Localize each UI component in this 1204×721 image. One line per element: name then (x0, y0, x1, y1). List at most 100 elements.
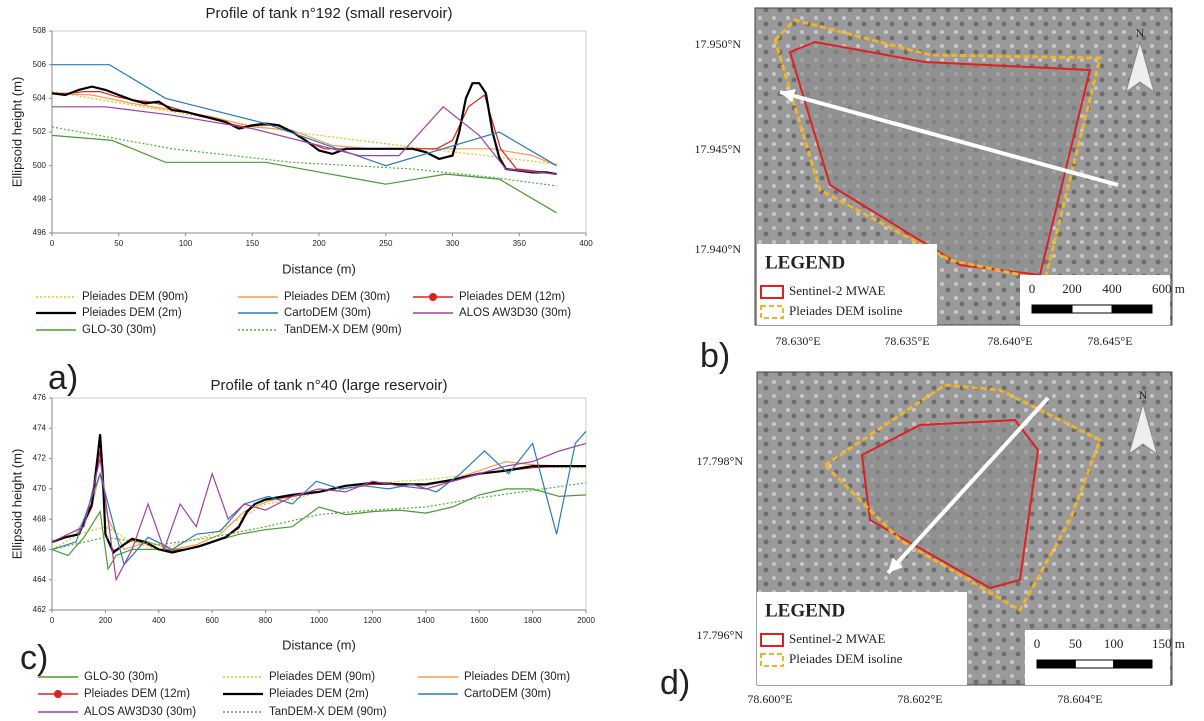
scale-label: 50 (1069, 636, 1082, 651)
panel-label: b) (700, 337, 730, 375)
arrow-head (780, 89, 796, 103)
x-tick-label: 200 (312, 239, 326, 248)
scale-box (1020, 275, 1170, 325)
y-tick-label: 502 (33, 127, 47, 136)
plot-area (51, 30, 587, 234)
legend-label: TanDEM-X DEM (90m) (284, 324, 402, 336)
lat-label: 17.796°N (697, 628, 744, 642)
profile-arrow (779, 90, 1119, 187)
series-line (51, 465, 586, 551)
y-tick-label: 506 (33, 60, 47, 69)
legend-title: LEGEND (765, 252, 845, 273)
legend-label: GLO-30 (30m) (82, 324, 156, 336)
y-tick-label: 498 (33, 194, 47, 203)
lat-label: 17.940°N (695, 242, 742, 256)
north-arrow (1128, 402, 1158, 456)
x-axis-label: Distance (m) (282, 637, 356, 652)
lon-label: 78.640°E (987, 334, 1032, 348)
scale-segment (1031, 304, 1073, 314)
lon-label: 78.635°E (884, 334, 929, 348)
chart-title: Profile of tank n°40 (large reservoir) (211, 377, 448, 394)
legend-label: TanDEM-X DEM (90m) (269, 706, 387, 718)
legend-label: Pleiades DEM (30m) (284, 291, 390, 303)
legend-label: Pleiades DEM (2m) (269, 688, 369, 700)
y-tick-label: 474 (33, 423, 47, 432)
series-line (51, 126, 557, 187)
north-label: N (1139, 388, 1148, 402)
y-tick-label: 462 (33, 605, 47, 614)
series-line (51, 82, 557, 176)
scale-label: 600 m (1152, 281, 1185, 296)
legend-label: ALOS AW3D30 (30m) (84, 706, 196, 718)
legend-label: Pleiades DEM (12m) (84, 688, 190, 700)
series-line (51, 442, 587, 582)
x-tick-label: 1400 (417, 616, 435, 625)
legend-label: Sentinel-2 MWAE (789, 631, 885, 646)
panel-label: a) (48, 359, 78, 397)
y-tick-label: 472 (33, 454, 47, 463)
series-line (51, 91, 557, 165)
x-tick-label: 600 (206, 616, 220, 625)
legend-label: GLO-30 (30m) (84, 671, 158, 683)
x-tick-label: 1800 (524, 616, 542, 625)
legend-title: LEGEND (765, 600, 845, 621)
x-tick-label: 0 (50, 616, 55, 625)
isoline (773, 18, 1102, 282)
scale-label: 400 (1102, 281, 1122, 296)
scale-segment (1036, 659, 1076, 669)
legend-label: Pleiades DEM (2m) (82, 307, 182, 319)
scale-box (1025, 630, 1170, 685)
x-tick-label: 300 (446, 239, 460, 248)
legend-label: Pleiades DEM isoline (789, 303, 903, 318)
legend-label: Pleiades DEM (90m) (269, 671, 375, 683)
panel-label: c) (20, 639, 48, 677)
scale-segment (1113, 659, 1153, 669)
y-tick-label: 504 (33, 93, 47, 102)
y-tick-label: 500 (33, 161, 47, 170)
north-arrow (1125, 40, 1155, 94)
series-line (51, 430, 587, 566)
x-tick-label: 150 (246, 239, 260, 248)
scale-label: 200 (1062, 281, 1082, 296)
panel-label: d) (660, 664, 690, 702)
legend-label: Pleiades DEM (30m) (464, 671, 570, 683)
y-tick-label: 470 (33, 484, 47, 493)
lat-label: 17.945°N (695, 142, 742, 156)
lon-label: 78.645°E (1087, 334, 1132, 348)
y-tick-label: 468 (33, 514, 47, 523)
legend-label: CartoDEM (30m) (284, 307, 371, 319)
legend-label: Sentinel-2 MWAE (789, 283, 885, 298)
lon-label: 78.602°E (897, 692, 942, 706)
lat-label: 17.798°N (697, 454, 744, 468)
x-tick-label: 100 (179, 239, 193, 248)
scale-segment (1074, 659, 1115, 669)
x-tick-label: 800 (259, 616, 273, 625)
y-tick-label: 496 (33, 228, 47, 237)
y-tick-label: 466 (33, 545, 47, 554)
x-tick-label: 1000 (310, 616, 328, 625)
scale-label: 150 m (1152, 636, 1185, 651)
series-line (52, 105, 557, 175)
scale-label: 0 (1034, 636, 1041, 651)
x-tick-label: 0 (50, 239, 55, 248)
legend-marker (429, 293, 437, 301)
y-tick-label: 476 (33, 393, 47, 402)
scale-segment (1071, 304, 1113, 314)
scale-label: 0 (1029, 281, 1036, 296)
y-tick-label: 464 (33, 575, 47, 584)
scale-label: 100 (1104, 636, 1124, 651)
x-tick-label: 2000 (577, 616, 595, 625)
legend-swatch (760, 285, 784, 299)
series-line (51, 488, 587, 571)
isoline (822, 383, 1102, 613)
series-line (51, 134, 557, 214)
lon-label: 78.604°E (1057, 692, 1102, 706)
legend-label: Pleiades DEM (12m) (459, 291, 565, 303)
series-line (51, 460, 586, 551)
plot-area (51, 397, 587, 611)
lat-label: 17.950°N (695, 37, 742, 51)
legend-swatch (760, 305, 784, 319)
x-tick-label: 400 (152, 616, 166, 625)
x-tick-label: 1600 (470, 616, 488, 625)
